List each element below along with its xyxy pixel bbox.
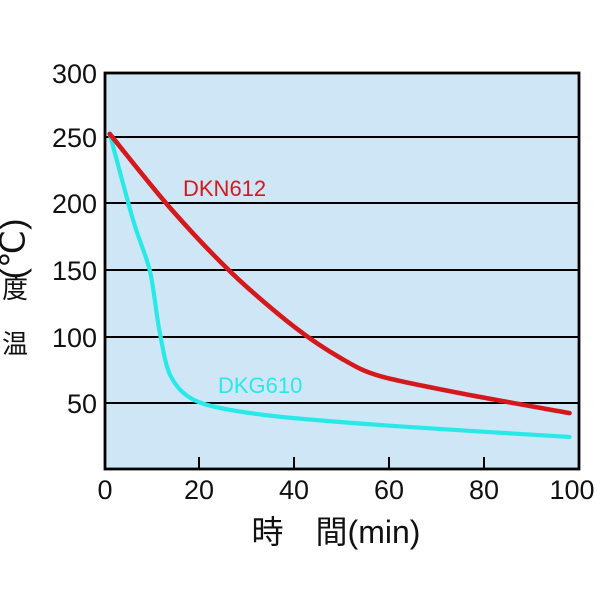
svg-text:100: 100 bbox=[549, 475, 594, 505]
svg-text:80: 80 bbox=[469, 475, 499, 505]
svg-text:300: 300 bbox=[52, 59, 97, 89]
svg-text:200: 200 bbox=[52, 189, 97, 219]
svg-text:50: 50 bbox=[67, 389, 97, 419]
svg-text:DKG610: DKG610 bbox=[218, 373, 302, 398]
svg-text:(℃): (℃) bbox=[0, 219, 33, 280]
svg-text:DKN612: DKN612 bbox=[183, 176, 266, 201]
svg-text:温: 温 bbox=[2, 329, 28, 359]
svg-text:0: 0 bbox=[97, 475, 112, 505]
svg-text:60: 60 bbox=[374, 475, 404, 505]
svg-text:40: 40 bbox=[279, 475, 309, 505]
svg-text:100: 100 bbox=[52, 323, 97, 353]
svg-text:時 間(min): 時 間(min) bbox=[252, 514, 421, 550]
svg-text:度: 度 bbox=[2, 274, 28, 304]
svg-text:250: 250 bbox=[52, 123, 97, 153]
svg-text:150: 150 bbox=[52, 256, 97, 286]
svg-text:20: 20 bbox=[184, 475, 214, 505]
